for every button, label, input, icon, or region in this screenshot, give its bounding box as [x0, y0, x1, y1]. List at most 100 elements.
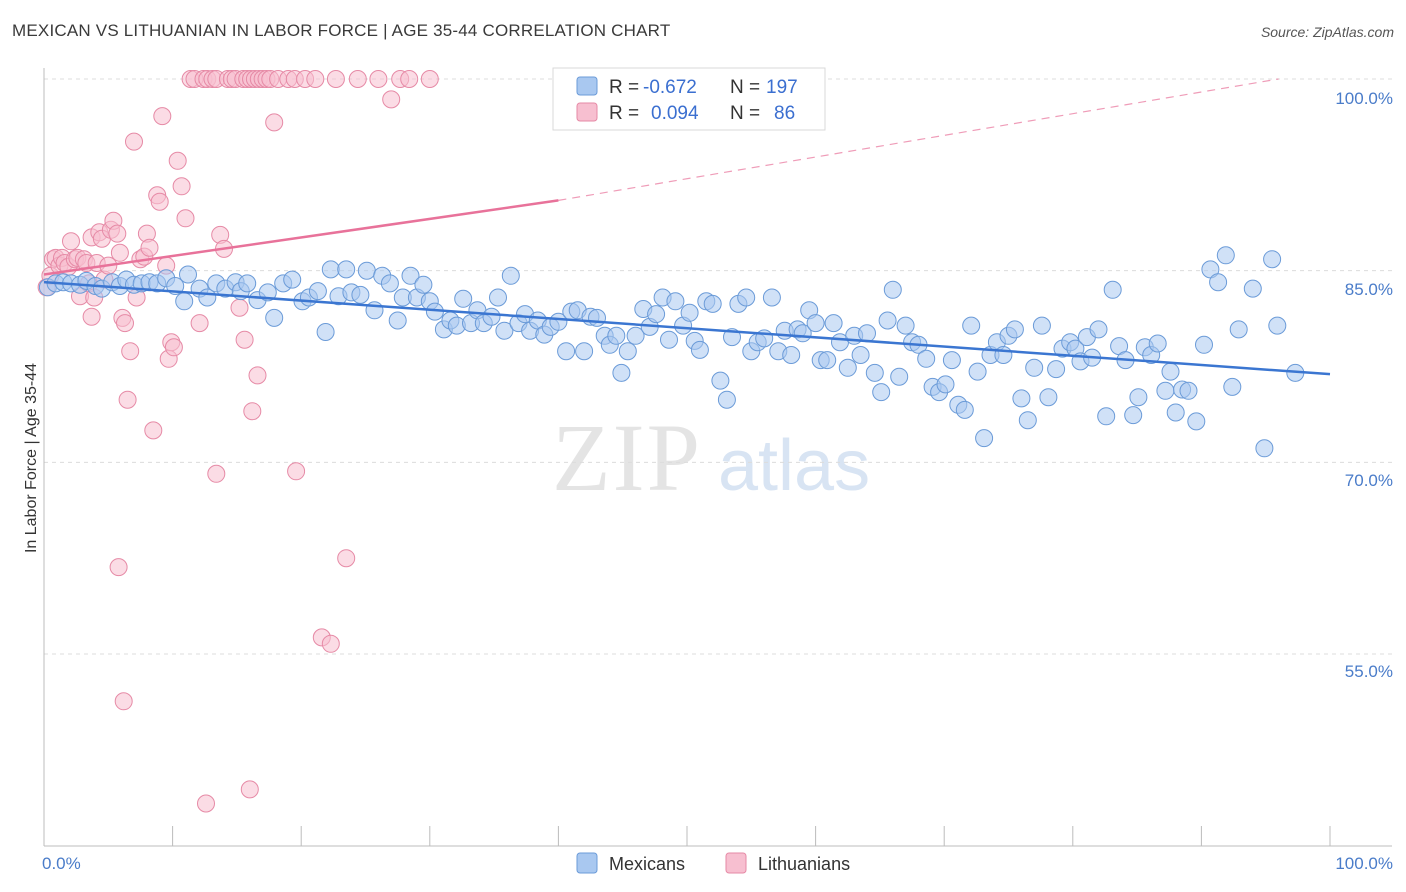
mexican-point — [175, 292, 194, 311]
mexican-point — [501, 266, 520, 285]
y-tick-label: 70.0% — [1345, 471, 1393, 490]
lithuanians-trend-extension — [558, 78, 1279, 201]
mexican-point — [1216, 246, 1235, 265]
mexican-point — [1268, 316, 1287, 335]
y-tick-label: 100.0% — [1335, 89, 1393, 108]
mexican-point — [851, 346, 870, 364]
mexican-point — [838, 358, 857, 377]
legend-n-label-mexicans: N = — [730, 77, 760, 98]
bottom-legend: Mexicans Lithuanians — [576, 852, 850, 874]
chart-title: MEXICAN VS LITHUANIAN IN LABOR FORCE | A… — [12, 21, 671, 40]
mexican-point — [1179, 381, 1198, 400]
axes — [43, 68, 1392, 847]
legend-box: R = -0.672 N = 197 R = 0.094 N = 86 — [552, 67, 826, 131]
lithuanian-point — [114, 692, 133, 711]
mexican-point — [1195, 335, 1213, 354]
legend-n-value-mexicans: 197 — [766, 77, 798, 98]
mexican-point — [1209, 273, 1228, 292]
mexican-point — [489, 288, 507, 307]
mexican-point — [588, 308, 606, 327]
lithuanian-point — [265, 113, 284, 132]
lithuanian-point — [287, 462, 306, 481]
lithuanian-point — [348, 70, 367, 88]
mexican-point — [1156, 381, 1175, 400]
mexican-point — [357, 261, 376, 280]
legend-n-label-lithuanians: N = — [730, 103, 760, 124]
lithuanian-point — [243, 402, 262, 421]
mexican-point — [1005, 320, 1024, 339]
mexican-point — [917, 349, 936, 368]
mexican-point — [962, 316, 981, 335]
lithuanian-point — [164, 338, 183, 357]
mexican-point — [1166, 403, 1185, 422]
legend-r-value-mexicans: -0.672 — [643, 77, 697, 98]
lithuanian-point — [144, 421, 163, 440]
lithuanians-trend-line — [43, 199, 559, 276]
mexican-point — [321, 260, 340, 279]
lithuanian-point — [125, 132, 143, 151]
trend-lines — [43, 78, 1331, 376]
mexican-point — [890, 367, 909, 386]
mexican-point — [1243, 279, 1262, 298]
lithuanian-point — [230, 298, 249, 317]
mexican-point — [1032, 316, 1051, 335]
mexican-point — [865, 363, 884, 382]
mexican-point — [1025, 358, 1044, 377]
mexican-point — [824, 314, 843, 333]
lithuanian-point — [110, 243, 129, 262]
mexican-point — [612, 363, 631, 382]
mexican-point — [308, 282, 327, 301]
grid-lines — [44, 78, 1392, 655]
lithuanian-point — [140, 238, 159, 257]
mexican-point — [737, 288, 756, 307]
mexican-point — [1187, 412, 1206, 431]
mexican-point — [1229, 320, 1248, 339]
bottom-legend-swatch-lithuanians — [725, 852, 747, 874]
lithuanian-point — [382, 90, 401, 109]
mexican-point — [1103, 280, 1122, 299]
mexicans-trend-line — [43, 280, 1331, 376]
bottom-legend-label-lithuanians: Lithuanians — [758, 854, 850, 874]
mexican-point — [782, 346, 801, 364]
lithuanian-point — [400, 70, 419, 88]
mexican-point — [647, 305, 666, 324]
y-tick-label: 85.0% — [1345, 280, 1393, 299]
x-tick-label-min: 0.0% — [42, 854, 81, 873]
mexican-point — [482, 307, 501, 326]
mexican-point — [762, 288, 781, 307]
mexican-point — [454, 289, 473, 308]
mexican-point — [380, 274, 399, 293]
mexican-point — [703, 294, 722, 313]
mexican-point — [1097, 407, 1116, 426]
chart-source: Source: ZipAtlas.com — [1260, 24, 1394, 40]
lithuanian-point — [240, 780, 259, 799]
mexican-point — [818, 351, 837, 370]
lithuanian-point — [109, 558, 128, 577]
lithuanian-point — [62, 232, 80, 251]
lithuanian-point — [108, 224, 127, 243]
mexican-point — [872, 383, 891, 402]
mexican-point — [878, 311, 897, 330]
mexican-point — [557, 342, 576, 361]
lithuanian-point — [82, 307, 101, 326]
x-tick-labels: 0.0% 100.0% — [42, 854, 1393, 873]
lithuanian-point — [248, 366, 267, 385]
bottom-legend-swatch-mexicans — [576, 852, 598, 874]
mexican-point — [1012, 389, 1031, 408]
mexican-point — [806, 314, 825, 333]
mexican-point — [858, 324, 876, 343]
legend-swatch-lithuanians — [576, 102, 598, 122]
legend-n-value-lithuanians: 86 — [774, 103, 795, 124]
mexican-point — [1124, 406, 1143, 425]
lithuanian-point — [306, 70, 325, 88]
mexican-point — [388, 311, 407, 330]
lithuanian-point — [168, 151, 187, 170]
mexican-point — [316, 323, 335, 341]
mexican-point — [666, 292, 685, 311]
lithuanians-points — [37, 70, 439, 813]
mexican-point — [238, 274, 257, 293]
mexican-point — [1129, 388, 1148, 407]
mexican-point — [607, 326, 626, 345]
lithuanian-point — [190, 314, 209, 333]
